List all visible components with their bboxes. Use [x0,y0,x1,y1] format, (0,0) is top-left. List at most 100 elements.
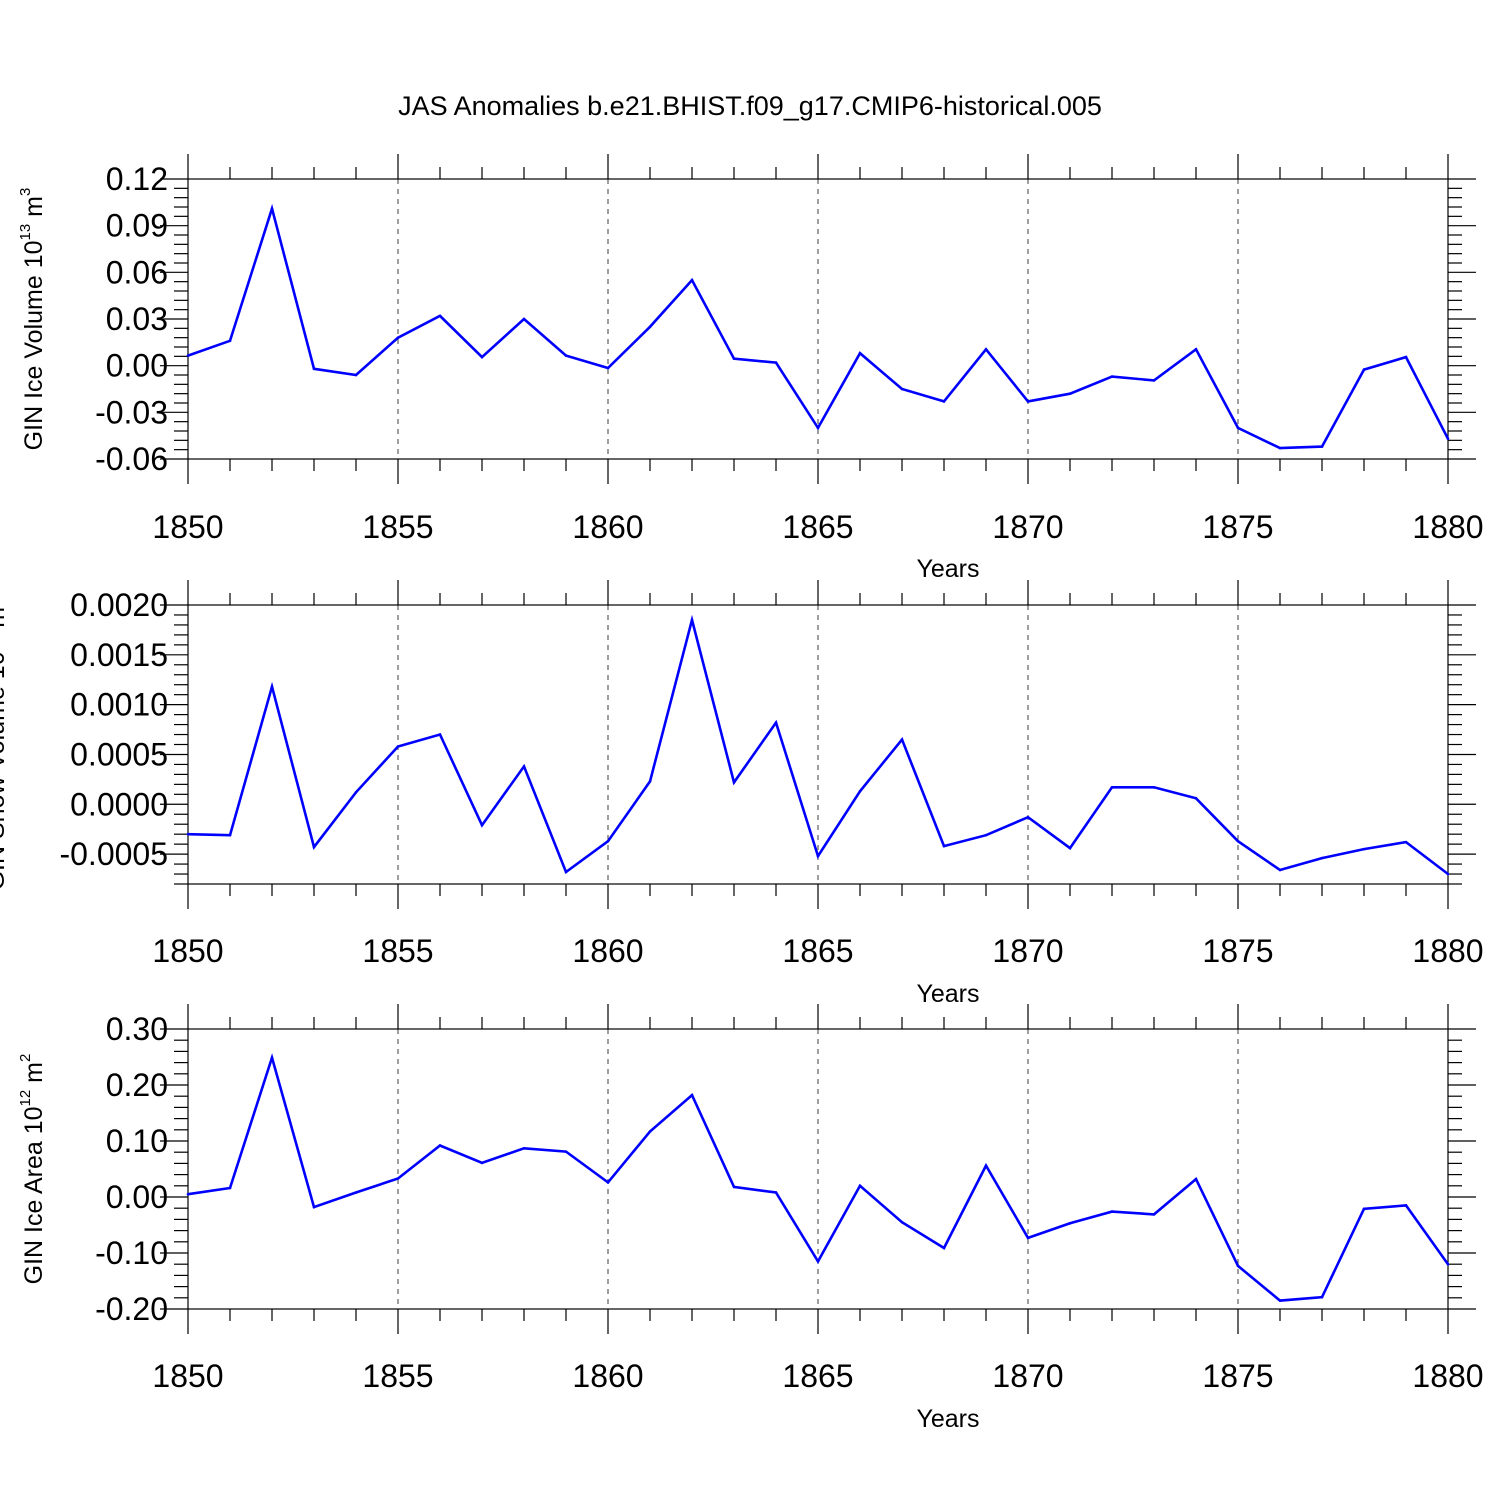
data-point [1026,1236,1030,1240]
y-axis-title-ylabel-unit-exp: 2 [17,1054,34,1062]
x-tick-label: 1855 [362,933,433,969]
data-point [774,1191,778,1194]
y-tick-label: 0.09 [106,208,168,244]
data-point [774,361,778,364]
data-point [228,339,232,343]
data-point [1110,375,1114,378]
data-point [942,1246,946,1250]
y-axis-title: GIN Ice Volume 1013 m3 [17,188,48,451]
y-axis-title-ylabel-exp: 12 [17,1090,34,1107]
data-point [1110,1210,1114,1213]
x-axis-title: Years [916,980,979,1008]
data-point [606,1181,610,1184]
x-tick-label: 1860 [572,933,643,969]
data-point [1194,797,1198,800]
data-point [1152,1213,1156,1216]
x-axis-title: Years [916,555,979,583]
data-point [1320,445,1324,448]
data-point [396,1177,400,1180]
data-point [228,833,232,837]
data-point [732,781,736,784]
data-point [1068,392,1072,395]
x-tick-label: 1870 [992,509,1063,545]
panels: 1850 1855 1860 1865 1870 1875 1880 Years 0.12 0.0… [0,154,1484,1433]
data-point [522,765,526,768]
data-point [984,348,988,351]
data-point [774,721,778,724]
data-point [564,354,568,357]
data-point [816,854,820,858]
data-point [1320,1295,1324,1299]
y-tick-label: 0.06 [106,254,168,290]
data-point [732,1185,736,1189]
x-tick-label: 1870 [992,1358,1063,1394]
data-point [942,844,946,848]
data-point [1236,1264,1240,1268]
data-point [228,1186,232,1190]
data-point [354,373,358,377]
data-point [1026,815,1030,819]
y-tick-label: -0.06 [95,441,168,477]
x-tick-label: 1855 [362,509,433,545]
data-point [480,823,484,827]
y-tick-label: -0.10 [95,1235,168,1271]
data-point [312,845,316,849]
y-tick-label: 0.0020 [70,587,168,623]
data-point [858,351,862,355]
y-axis-title-ylabel: GIN Ice Area 10 [20,1106,48,1284]
data-point [480,1161,484,1165]
data-point [1152,786,1156,789]
data-point [984,833,988,837]
data-point [900,738,904,741]
y-axis-title-ylabel-unit-exp: 3 [17,188,34,196]
data-point [606,839,610,843]
y-tick-label: 0.12 [106,161,168,197]
x-tick-label: 1860 [572,509,643,545]
figure-title: JAS Anomalies b.e21.BHIST.f09_g17.CMIP6-… [398,91,1102,121]
x-tick-label: 1855 [362,1358,433,1394]
y-tick-label: 0.03 [106,301,168,337]
y-tick-label: 0.30 [106,1011,168,1047]
y-tick-label: 0.00 [106,1179,168,1215]
data-point [1446,1262,1450,1266]
y-axis-title-ylabel: GIN Ice Volume 10 [20,240,48,450]
y-axis-title-ylabel-unit: m [0,607,10,635]
data-point [1236,839,1240,843]
data-point [438,733,442,736]
y-tick-label: 0.00 [106,348,168,384]
data-point [312,1205,316,1209]
data-point [1110,786,1114,789]
data-point [1278,1299,1282,1302]
data-point [186,354,190,357]
y-axis-title: GIN Snow Volume 1013 m3 [0,599,10,891]
data-point [1068,846,1072,850]
y-tick-label: -0.20 [95,1291,168,1327]
data-point [900,387,904,391]
data-point [396,745,400,748]
data-point [690,1093,694,1097]
y-tick-label: 0.20 [106,1067,168,1103]
data-point [564,1150,568,1153]
y-axis-title-ylabel-unit: m [20,196,48,224]
data-point [648,1130,652,1133]
data-point [1446,872,1450,876]
data-point [1404,1204,1408,1207]
x-tick-label: 1875 [1202,509,1273,545]
y-axis-title-ylabel: GIN Snow Volume 10 [0,651,10,890]
data-point [312,367,316,371]
data-point [1068,1222,1072,1225]
data-point [270,1056,274,1059]
x-tick-label: 1880 [1412,933,1483,969]
y-tick-label: 0.0000 [70,786,168,822]
data-point [900,1220,904,1224]
x-tick-label: 1880 [1412,509,1483,545]
x-tick-label: 1870 [992,933,1063,969]
x-tick-label: 1860 [572,1358,643,1394]
data-point [648,325,652,329]
data-point [606,366,610,370]
data-point [690,618,694,622]
data-point [1194,1177,1198,1181]
x-tick-label: 1865 [782,1358,853,1394]
data-point [354,791,358,794]
